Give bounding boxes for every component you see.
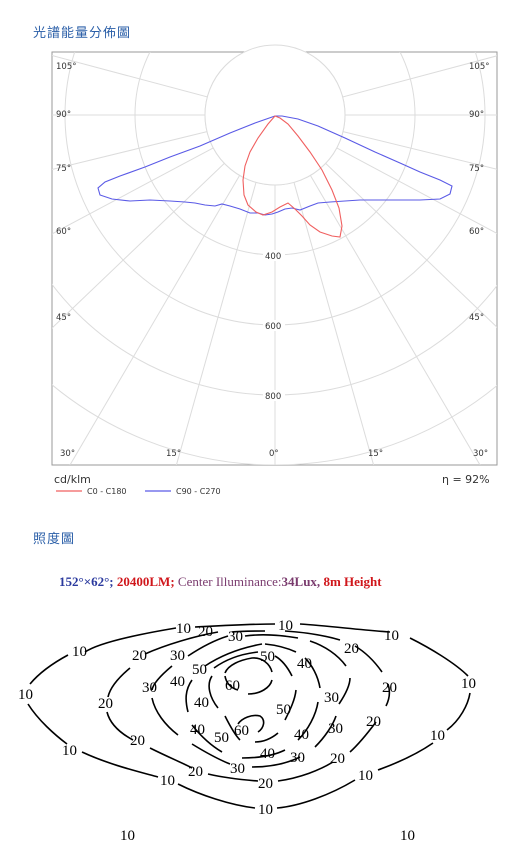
bottom-label-30-right: 30° (473, 449, 488, 459)
caption-beam-angle: 152°×62°; (59, 574, 117, 589)
isolux-diagram: 10 10 10 10 10 10 10 10 10 10 10 10 10 2… (0, 560, 523, 863)
iso-label: 10 (160, 773, 175, 789)
iso-label: 50 (260, 649, 275, 665)
iso-label: 40 (170, 674, 185, 690)
iso-label: 60 (225, 678, 240, 694)
isolux-caption: 152°×62°; 20400LM; Center Illuminance:34… (59, 574, 382, 590)
iso-label: 10 (18, 687, 33, 703)
efficiency-label: η = 92% (442, 473, 490, 486)
contour-10 (27, 623, 471, 809)
contour-30 (151, 634, 351, 768)
angle-label-left-45: 45° (56, 313, 71, 323)
iso-label: 10 (62, 743, 77, 759)
c0-c180-curve (242, 115, 343, 238)
iso-label: 50 (214, 730, 229, 746)
angle-label-right-90: 90° (469, 110, 484, 120)
iso-label: 30 (170, 648, 185, 664)
angle-label-right-45: 45° (469, 313, 484, 323)
isolux-heading: 照度圖 (33, 532, 76, 547)
iso-label: 20 (130, 733, 145, 749)
c90-c270-curve (97, 115, 453, 216)
legend-label-c90: C90 - C270 (176, 487, 221, 496)
bottom-label-0: 0° (269, 449, 279, 459)
unit-label: cd/klm (54, 473, 91, 486)
iso-label: 40 (297, 656, 312, 672)
radial-label-800: 800 (265, 392, 281, 402)
iso-label: 20 (258, 776, 273, 792)
iso-label: 20 (330, 751, 345, 767)
iso-label: 20 (198, 624, 213, 640)
angle-label-right-75: 75° (469, 164, 484, 174)
contour-60 (224, 657, 273, 695)
angle-label-left-75: 75° (56, 164, 71, 174)
iso-label: 10 (430, 728, 445, 744)
caption-center-label: Center Illuminance: (177, 574, 282, 589)
bottom-label-30-left: 30° (60, 449, 75, 459)
iso-label: 30 (328, 721, 343, 737)
iso-label: 10 (278, 618, 293, 634)
polar-light-distribution-chart: 105° 90° 75° 60° 45° 105° 90° 75° 60° 45… (51, 44, 498, 496)
caption-center-lux: 34Lux, (281, 574, 324, 589)
radial-label-600: 600 (265, 322, 281, 332)
iso-label: 30 (290, 750, 305, 766)
angle-label-left-90: 90° (56, 110, 71, 120)
iso-label: 40 (294, 727, 309, 743)
iso-label: 10 (176, 621, 191, 637)
iso-label: 10 (400, 828, 415, 844)
iso-label: 40 (260, 746, 275, 762)
contour-20 (106, 630, 391, 782)
iso-label: 30 (228, 629, 243, 645)
bottom-label-15-left: 15° (166, 449, 181, 459)
angle-label-right-105: 105° (469, 62, 489, 72)
angle-label-left-60: 60° (56, 227, 71, 237)
iso-label: 30 (142, 680, 157, 696)
iso-label: 40 (194, 695, 209, 711)
legend-label-c0: C0 - C180 (87, 487, 127, 496)
iso-label: 30 (230, 761, 245, 777)
iso-label: 60 (234, 723, 249, 739)
angle-label-right-60: 60° (469, 227, 484, 237)
contour-40 (185, 643, 321, 759)
iso-label: 10 (384, 628, 399, 644)
bottom-label-15-right: 15° (368, 449, 383, 459)
iso-label: 50 (192, 662, 207, 678)
contour-50 (208, 651, 297, 743)
iso-label: 40 (190, 722, 205, 738)
iso-label: 20 (344, 641, 359, 657)
iso-label: 20 (366, 714, 381, 730)
iso-label: 20 (98, 696, 113, 712)
caption-lumens: 20400LM; (116, 574, 178, 589)
iso-label: 50 (276, 702, 291, 718)
iso-label: 10 (258, 802, 273, 818)
polar-chart-heading: 光譜能量分佈圖 (33, 26, 132, 41)
iso-label: 30 (324, 690, 339, 706)
iso-label: 10 (72, 644, 87, 660)
iso-label: 20 (132, 648, 147, 664)
iso-label: 10 (461, 676, 476, 692)
caption-height: 8m Height (323, 574, 382, 589)
iso-label: 20 (188, 764, 203, 780)
iso-label: 10 (358, 768, 373, 784)
iso-label: 10 (120, 828, 135, 844)
angle-label-left-105: 105° (56, 62, 76, 72)
iso-label: 20 (382, 680, 397, 696)
radial-label-400: 400 (265, 252, 281, 262)
contour-60-lower (237, 714, 265, 733)
